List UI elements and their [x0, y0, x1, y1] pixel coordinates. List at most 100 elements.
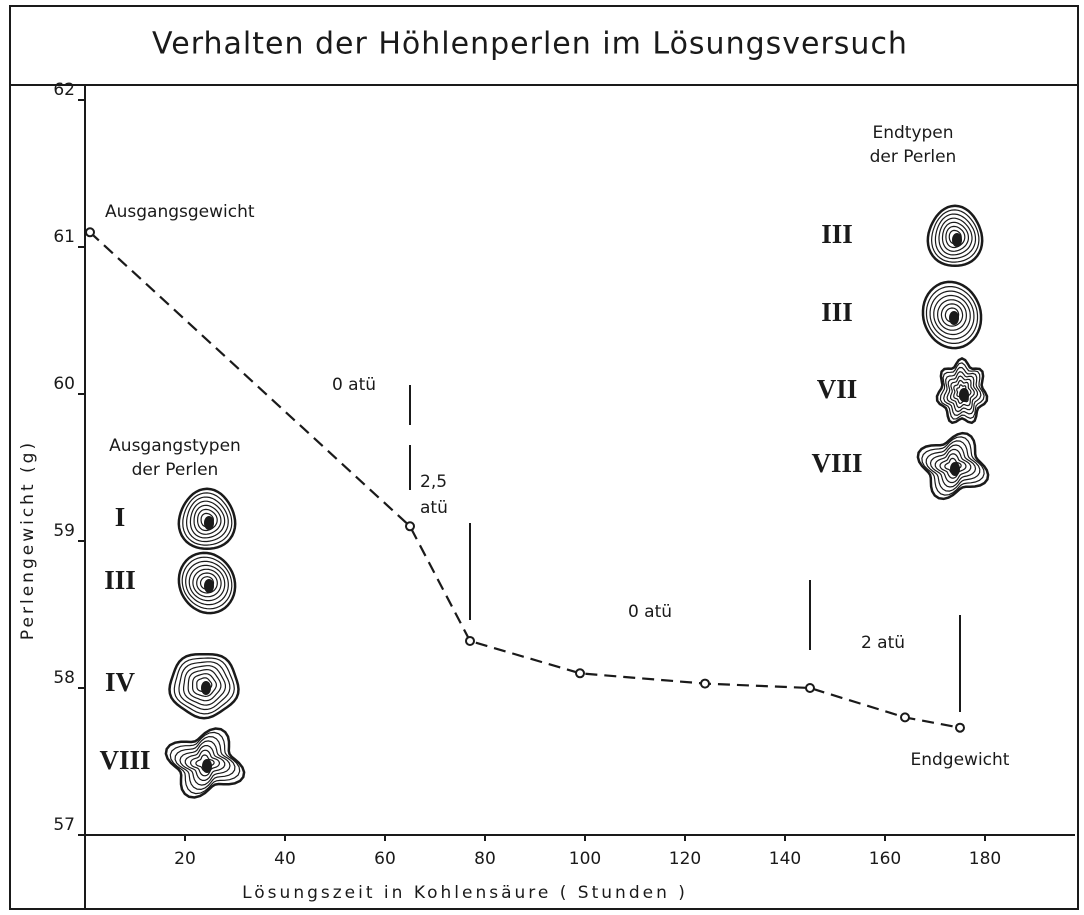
type-heading: der Perlen [132, 460, 219, 480]
y-axis-label: Perlengewicht (g) [18, 440, 38, 640]
annotation: 0 atü [332, 375, 376, 395]
pearl-icon [164, 727, 246, 799]
pearl-ring [938, 217, 973, 256]
data-point [405, 521, 415, 532]
pearl-ring [925, 286, 979, 344]
pearl-ring [168, 653, 240, 720]
pearl-ring [181, 556, 233, 610]
pearl-ring [185, 560, 229, 606]
annotation: Ausgangsgewicht [105, 202, 255, 222]
annotation: 2,5 [420, 472, 447, 492]
x-tick-label: 160 [869, 849, 901, 869]
pearl-ring [934, 213, 977, 260]
annotation: 2 atü [861, 633, 905, 653]
pearl-ring [921, 436, 985, 496]
data-line [89, 231, 961, 729]
pearl-icon [177, 551, 237, 615]
pearl-ring [174, 735, 236, 791]
pearl-ring [187, 668, 222, 702]
y-tick-label: 58 [53, 668, 75, 688]
pearl-core [202, 759, 212, 773]
x-tick-label: 120 [669, 849, 701, 869]
type-label: VII [817, 374, 858, 404]
pearl-ring [941, 221, 969, 252]
pearl-ring [193, 504, 222, 535]
pearl-core [204, 579, 214, 593]
pearl-ring [189, 500, 226, 539]
pearl-ring [935, 356, 989, 425]
type-label: III [104, 565, 136, 595]
annotation: Endgewicht [911, 750, 1010, 770]
pearl-ring [930, 209, 980, 263]
annotation: 0 atü [628, 602, 672, 622]
pearl-ring [173, 657, 235, 715]
pearl-ring [182, 492, 233, 546]
type-label: III [821, 219, 853, 249]
x-tick-label: 100 [569, 849, 601, 869]
pearl-ring [916, 431, 990, 501]
x-tick-label: 20 [174, 849, 196, 869]
x-tick-label: 140 [769, 849, 801, 869]
data-point [955, 722, 965, 733]
pearl-ring [929, 290, 975, 340]
type-heading: Endtypen [872, 123, 953, 143]
chart-title: Verhalten der Höhlenperlen im Lösungsver… [152, 27, 908, 62]
pearl-ring [934, 448, 972, 484]
pearl-icon [921, 280, 983, 350]
frame [9, 5, 1079, 910]
x-tick-label: 180 [969, 849, 1001, 869]
pearl-core [201, 681, 211, 695]
data-point [575, 668, 585, 679]
pearl-ring [953, 379, 972, 404]
y-tick-label: 61 [53, 227, 75, 247]
pearl-ring [929, 444, 977, 488]
pearl-icon [935, 356, 989, 425]
pearl-ring [946, 371, 979, 413]
type-heading: Ausgangstypen [109, 436, 241, 456]
pearl-icon [916, 431, 990, 501]
pearl-ring [192, 673, 218, 698]
y-tick-label: 60 [53, 374, 75, 394]
pearl-ring [164, 727, 246, 799]
type-label: VIII [99, 745, 150, 775]
pearl-ring [179, 740, 231, 786]
pearl-ring [177, 551, 237, 615]
x-tick-label: 40 [274, 849, 296, 869]
pearl-ring [943, 366, 982, 417]
pearl-icon [926, 204, 984, 268]
pearl-ring [950, 375, 975, 409]
pearl-core [959, 388, 969, 402]
type-label: I [115, 502, 126, 532]
data-point [85, 227, 95, 238]
type-heading: der Perlen [870, 147, 957, 167]
pearl-ring [921, 280, 983, 350]
y-tick-label: 59 [53, 521, 75, 541]
y-tick-label: 62 [53, 80, 75, 100]
pearl-ring [196, 572, 218, 594]
pearl-ring [169, 731, 241, 795]
pearl-ring [178, 661, 231, 711]
pearl-core [950, 462, 960, 476]
data-point [465, 635, 475, 646]
pearl-ring [939, 362, 985, 420]
pearl-ring [192, 568, 222, 598]
pearl-icon [177, 487, 237, 551]
type-label: IV [105, 667, 136, 697]
pearl-ring [183, 665, 226, 706]
data-point [805, 683, 815, 693]
pearl-ring [936, 299, 968, 331]
pearl-ring [926, 204, 984, 268]
pearl-core [204, 516, 214, 530]
x-tick-label: 80 [474, 849, 496, 869]
x-axis-label: Lösungszeit in Kohlensäure ( Stunden ) [242, 883, 688, 903]
pearl-core [952, 233, 962, 247]
pearl-ring [188, 564, 226, 602]
annotation: atü [420, 498, 448, 518]
type-label: VIII [811, 448, 862, 478]
x-tick-label: 60 [374, 849, 396, 869]
pearl-ring [177, 487, 237, 551]
pearl-ring [185, 496, 229, 543]
data-point [700, 678, 710, 689]
pearl-ring [925, 440, 981, 492]
